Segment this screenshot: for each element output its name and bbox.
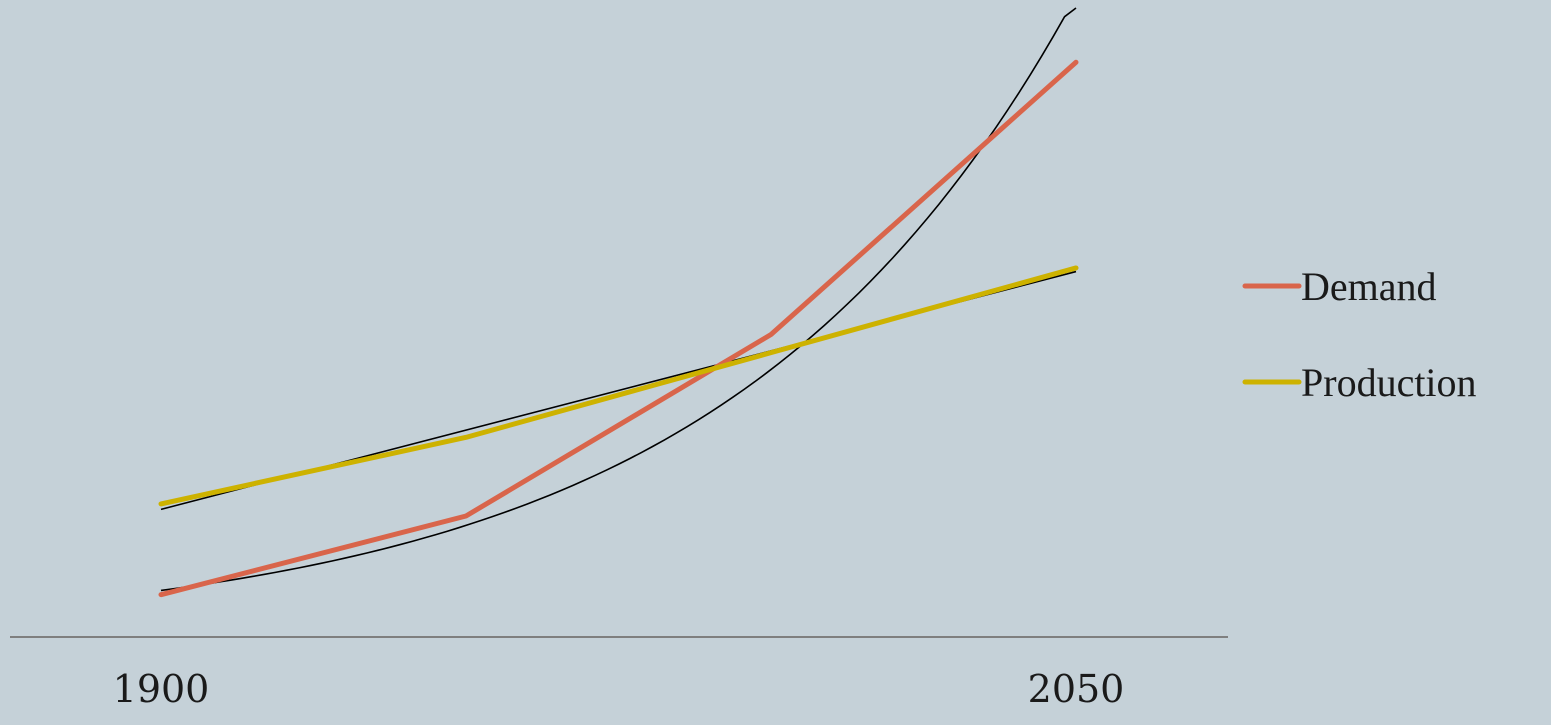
legend: Demand Production: [1242, 264, 1477, 405]
trendlines: [160, 7, 1077, 592]
demand-series-line: [158, 59, 1079, 598]
production-series-line: [158, 265, 1079, 507]
series-lines: [158, 59, 1079, 598]
legend-label-production: Production: [1301, 360, 1477, 405]
legend-label-demand: Demand: [1301, 264, 1437, 309]
demand-trendline: [160, 7, 1077, 592]
x-tick-labels: 1900 2050: [113, 667, 1125, 711]
x-tick-label: 1900: [113, 667, 210, 711]
x-tick-label: 2050: [1028, 667, 1125, 711]
